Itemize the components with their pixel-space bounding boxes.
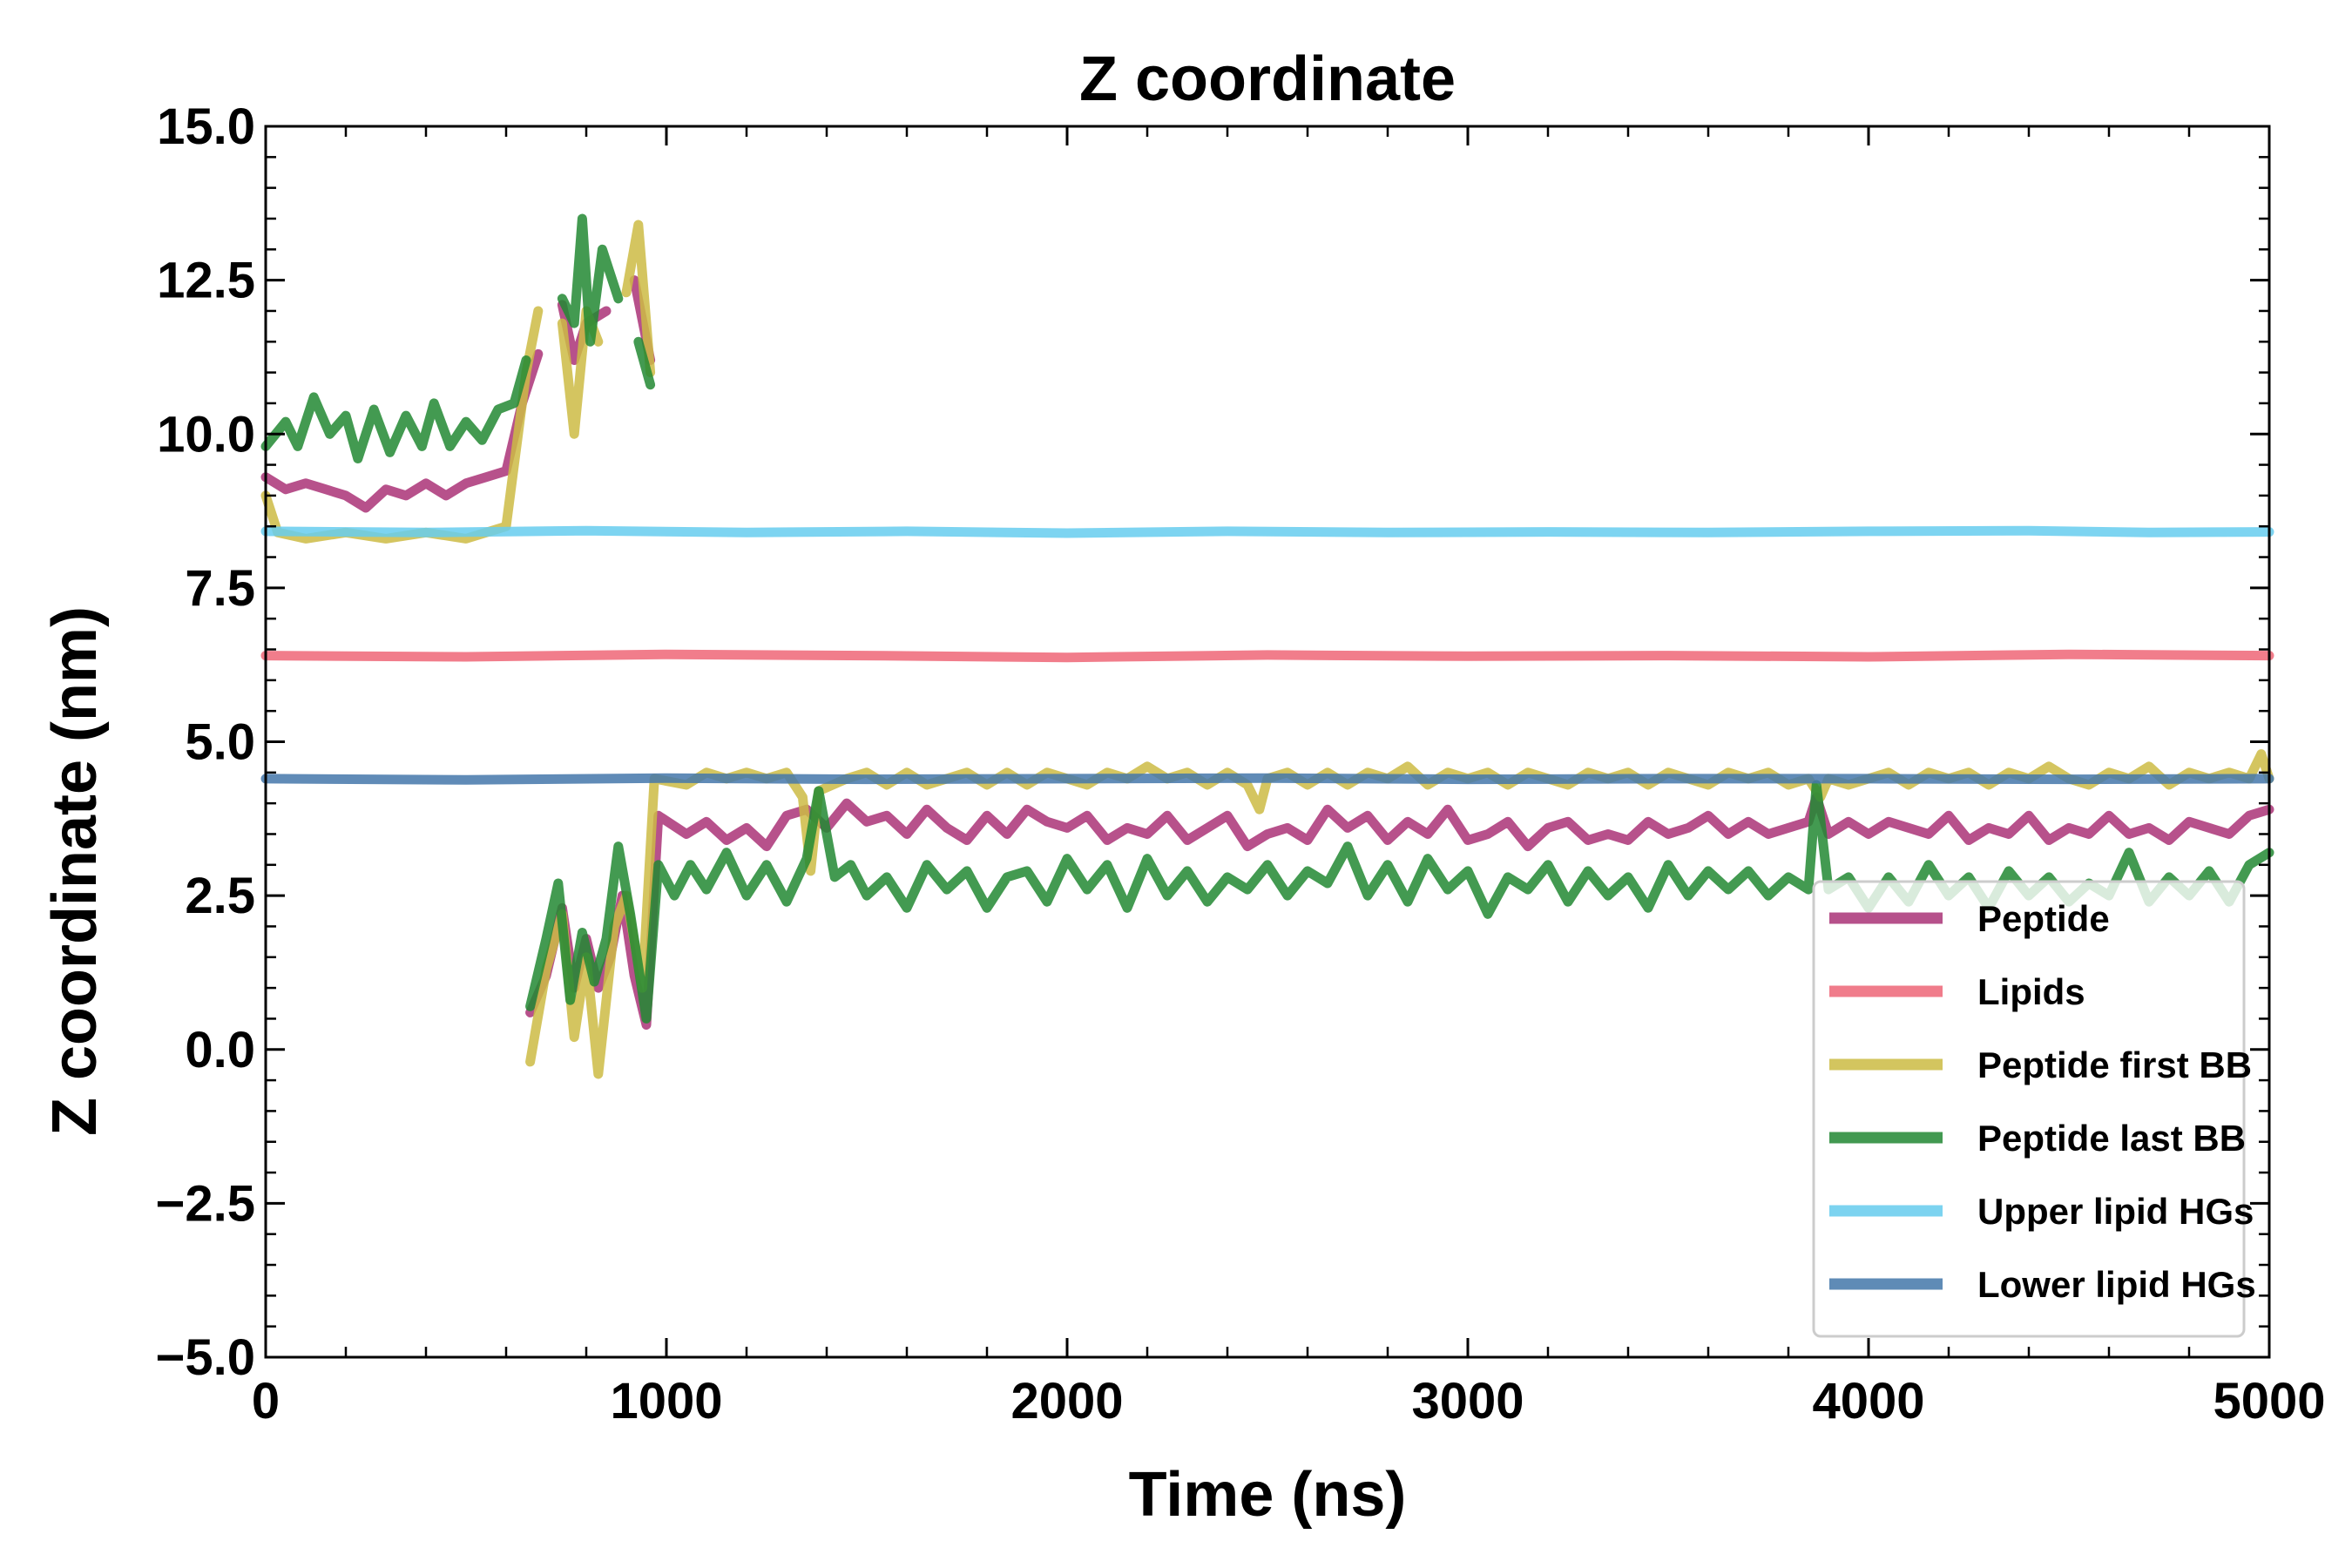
axis-ticks: 0 1000 2000 3000 4000 5000 −5.0 −2.5 0.0 2.5 5.0 7.… [156,98,2326,1429]
plot-frame [264,125,2271,1359]
y-tick-label: 2.5 [185,868,255,924]
y-tick-label: 7.5 [185,560,255,617]
legend-label: Peptide [1977,898,2110,939]
series-line-4-segment-0 [260,525,2274,538]
x-tick-label: 3000 [1411,1373,1524,1429]
series-line-3-segment-0 [260,355,531,463]
series-line-0-segment-0 [260,348,544,513]
series-line-5-segment-0 [260,773,2274,785]
series-line-0-segment-3 [525,792,2274,1030]
legend-label: Lipids [1977,971,2085,1012]
y-tick-label: −2.5 [156,1175,256,1232]
series-line-3-segment-1 [557,213,624,347]
chart-title: Z coordinate [1079,44,1456,114]
legend-label: Peptide last BB [1977,1118,2246,1159]
x-tick-label: 5000 [2213,1373,2325,1429]
x-tick-label: 2000 [1010,1373,1123,1429]
x-tick-label: 0 [252,1373,280,1429]
y-axis-label: Z coordinate (nm) [40,606,110,1136]
series-line-1-segment-0 [260,649,2274,663]
legend: Peptide Lipids Peptide first BB Peptide las… [1812,880,2256,1338]
x-tick-label: 4000 [1812,1373,1924,1429]
y-tick-label: 0.0 [185,1022,255,1078]
x-axis-label: Time (ns) [1129,1460,1407,1530]
x-tick-label: 1000 [610,1373,722,1429]
y-tick-label: −5.0 [156,1329,256,1386]
series-line-2-segment-2 [621,220,656,378]
y-tick-label: 15.0 [157,98,255,155]
y-tick-label: 5.0 [185,714,255,771]
y-tick-label: 10.0 [157,406,255,463]
y-tick-label: 12.5 [157,253,255,309]
legend-label: Lower lipid HGs [1977,1264,2256,1305]
legend-label: Peptide first BB [1977,1044,2252,1085]
series-line-3-segment-2 [633,336,656,390]
legend-label: Upper lipid HGs [1977,1191,2254,1232]
